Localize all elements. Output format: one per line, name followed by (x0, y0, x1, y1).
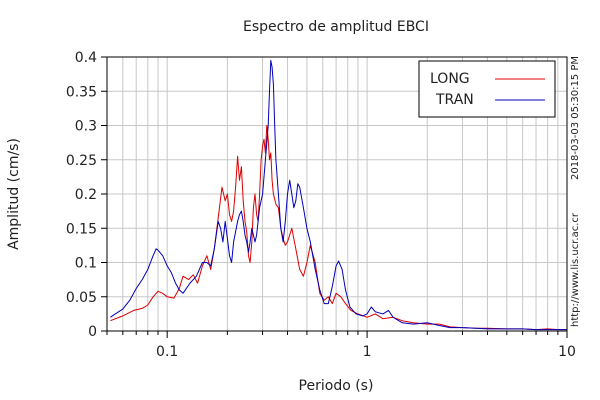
timestamp-label: 2018-03-03 05:30:15 PM (570, 56, 581, 180)
series-line-long (110, 125, 567, 331)
y-tick-label: 0.25 (66, 153, 97, 169)
ticks: 0 0.05 0.1 0.15 0.2 0.25 0.3 0.35 0.4 0.1 1 10 (66, 50, 576, 360)
source-url-label: http://www.lis.ucr.ac.cr (570, 212, 581, 327)
y-tick-label: 0 (88, 324, 97, 340)
x-tick-label: 1 (363, 344, 372, 360)
x-tick-label: 10 (558, 344, 576, 360)
series-line-tran (110, 59, 567, 331)
x-axis-label: Periodo (s) (299, 378, 374, 394)
legend-label-long: LONG (430, 71, 470, 87)
y-tick-label: 0.1 (75, 256, 97, 272)
legend: LONG TRAN (418, 60, 556, 118)
y-tick-label: 0.2 (75, 187, 97, 203)
y-tick-label: 0.3 (75, 119, 97, 135)
y-tick-label: 0.15 (66, 221, 97, 237)
y-tick-label: 0.05 (66, 290, 97, 306)
y-tick-label: 0.35 (66, 84, 97, 100)
y-axis-label: Amplitud (cm/s) (6, 138, 22, 250)
legend-box (418, 60, 556, 118)
grid (106, 56, 568, 332)
series-layer (110, 59, 567, 331)
y-tick-label: 0.4 (75, 50, 97, 66)
legend-label-tran: TRAN (435, 92, 474, 108)
chart-title: Espectro de amplitud EBCI (243, 19, 429, 35)
x-tick-label: 0.1 (156, 344, 178, 360)
